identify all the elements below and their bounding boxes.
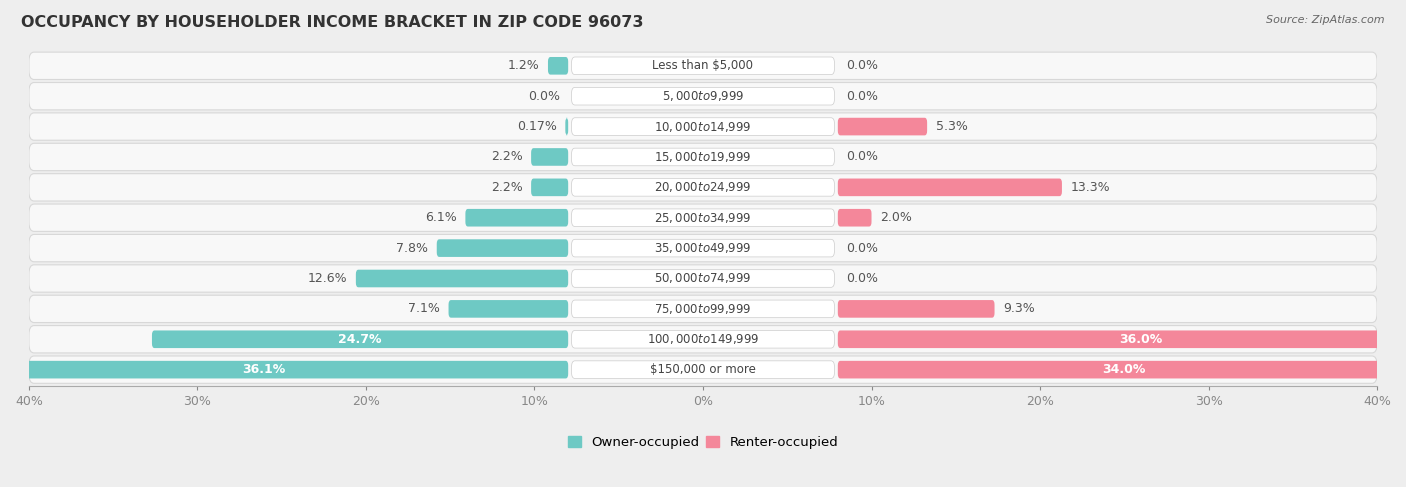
Text: 7.1%: 7.1%	[408, 302, 440, 316]
FancyBboxPatch shape	[465, 209, 568, 226]
Text: 0.0%: 0.0%	[846, 150, 879, 164]
FancyBboxPatch shape	[572, 118, 834, 135]
Text: $10,000 to $14,999: $10,000 to $14,999	[654, 120, 752, 133]
FancyBboxPatch shape	[30, 143, 1376, 170]
Text: 7.8%: 7.8%	[396, 242, 429, 255]
FancyBboxPatch shape	[572, 300, 834, 318]
Text: $100,000 to $149,999: $100,000 to $149,999	[647, 332, 759, 346]
Text: 0.0%: 0.0%	[846, 90, 879, 103]
Text: 5.3%: 5.3%	[935, 120, 967, 133]
FancyBboxPatch shape	[30, 113, 1376, 140]
FancyBboxPatch shape	[572, 148, 834, 166]
Text: $150,000 or more: $150,000 or more	[650, 363, 756, 376]
FancyBboxPatch shape	[572, 331, 834, 348]
Text: 36.0%: 36.0%	[1119, 333, 1163, 346]
FancyBboxPatch shape	[30, 326, 1376, 353]
FancyBboxPatch shape	[30, 82, 1376, 110]
FancyBboxPatch shape	[838, 361, 1406, 378]
Text: 6.1%: 6.1%	[425, 211, 457, 224]
FancyBboxPatch shape	[572, 270, 834, 287]
Text: 2.0%: 2.0%	[880, 211, 912, 224]
FancyBboxPatch shape	[531, 179, 568, 196]
FancyBboxPatch shape	[30, 52, 1376, 79]
FancyBboxPatch shape	[152, 331, 568, 348]
Text: 24.7%: 24.7%	[339, 333, 382, 346]
FancyBboxPatch shape	[572, 239, 834, 257]
FancyBboxPatch shape	[531, 148, 568, 166]
Text: 1.2%: 1.2%	[508, 59, 540, 72]
FancyBboxPatch shape	[0, 361, 568, 378]
Text: $50,000 to $74,999: $50,000 to $74,999	[654, 271, 752, 285]
FancyBboxPatch shape	[548, 57, 568, 75]
Text: 36.1%: 36.1%	[242, 363, 285, 376]
Text: 13.3%: 13.3%	[1070, 181, 1109, 194]
Legend: Owner-occupied, Renter-occupied: Owner-occupied, Renter-occupied	[562, 431, 844, 454]
Text: 34.0%: 34.0%	[1102, 363, 1146, 376]
FancyBboxPatch shape	[30, 204, 1376, 231]
FancyBboxPatch shape	[565, 118, 568, 135]
Text: Source: ZipAtlas.com: Source: ZipAtlas.com	[1267, 15, 1385, 25]
FancyBboxPatch shape	[30, 356, 1376, 383]
Text: $15,000 to $19,999: $15,000 to $19,999	[654, 150, 752, 164]
Text: 0.0%: 0.0%	[846, 59, 879, 72]
FancyBboxPatch shape	[30, 174, 1376, 201]
Text: $35,000 to $49,999: $35,000 to $49,999	[654, 241, 752, 255]
FancyBboxPatch shape	[449, 300, 568, 318]
FancyBboxPatch shape	[572, 361, 834, 378]
Text: 0.0%: 0.0%	[846, 272, 879, 285]
FancyBboxPatch shape	[356, 270, 568, 287]
FancyBboxPatch shape	[572, 209, 834, 226]
Text: $25,000 to $34,999: $25,000 to $34,999	[654, 211, 752, 225]
FancyBboxPatch shape	[838, 179, 1062, 196]
FancyBboxPatch shape	[838, 118, 927, 135]
Text: $20,000 to $24,999: $20,000 to $24,999	[654, 180, 752, 194]
Text: $75,000 to $99,999: $75,000 to $99,999	[654, 302, 752, 316]
Text: 9.3%: 9.3%	[1002, 302, 1035, 316]
FancyBboxPatch shape	[30, 295, 1376, 322]
FancyBboxPatch shape	[30, 265, 1376, 292]
Text: 0.17%: 0.17%	[517, 120, 557, 133]
FancyBboxPatch shape	[838, 300, 994, 318]
FancyBboxPatch shape	[437, 239, 568, 257]
Text: 0.0%: 0.0%	[846, 242, 879, 255]
FancyBboxPatch shape	[838, 209, 872, 226]
Text: 2.2%: 2.2%	[491, 181, 523, 194]
Text: Less than $5,000: Less than $5,000	[652, 59, 754, 72]
FancyBboxPatch shape	[838, 331, 1406, 348]
FancyBboxPatch shape	[30, 234, 1376, 262]
Text: 0.0%: 0.0%	[527, 90, 560, 103]
Text: 2.2%: 2.2%	[491, 150, 523, 164]
Text: 12.6%: 12.6%	[308, 272, 347, 285]
FancyBboxPatch shape	[572, 179, 834, 196]
FancyBboxPatch shape	[572, 87, 834, 105]
FancyBboxPatch shape	[572, 57, 834, 75]
Text: $5,000 to $9,999: $5,000 to $9,999	[662, 89, 744, 103]
Text: OCCUPANCY BY HOUSEHOLDER INCOME BRACKET IN ZIP CODE 96073: OCCUPANCY BY HOUSEHOLDER INCOME BRACKET …	[21, 15, 644, 30]
